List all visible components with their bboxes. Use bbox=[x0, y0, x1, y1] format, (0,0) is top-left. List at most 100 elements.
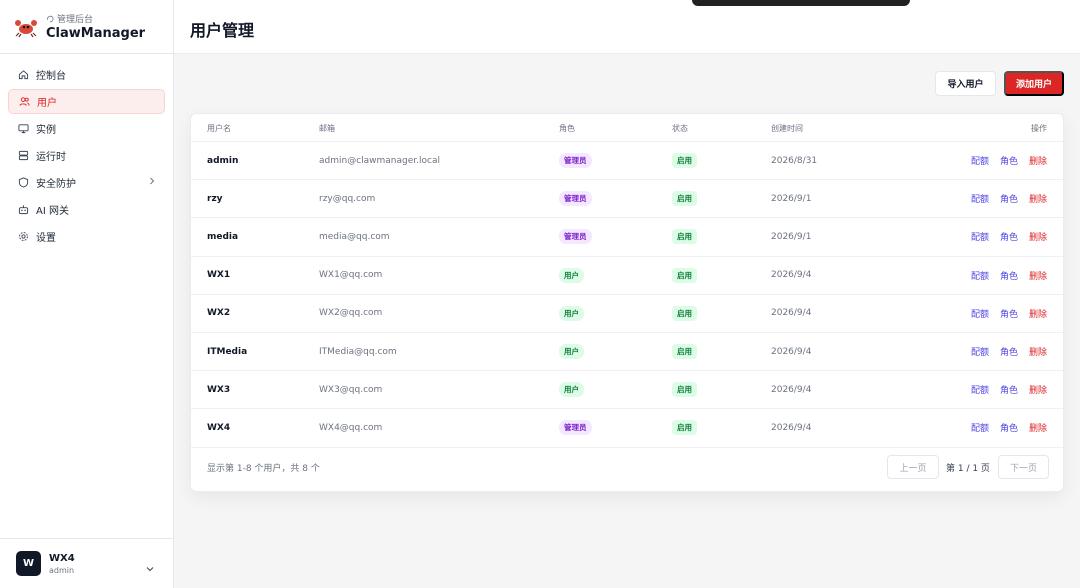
status-badge: 启用 bbox=[672, 267, 697, 283]
delete-link[interactable]: 删除 bbox=[1028, 233, 1047, 244]
delete-link[interactable]: 删除 bbox=[1028, 309, 1047, 320]
add-user-button[interactable]: 添加用户 bbox=[1004, 71, 1064, 96]
row-actions: 配额 角色 删除 bbox=[971, 295, 1047, 332]
role-link[interactable]: 角色 bbox=[999, 386, 1018, 397]
row-role: 用户 bbox=[559, 333, 584, 370]
table-row: WX2 WX2@qq.com 用户 启用 2026/9/4 配额 角色 删除 bbox=[191, 295, 1063, 333]
row-role: 管理员 bbox=[559, 409, 592, 446]
status-badge: 启用 bbox=[672, 305, 697, 321]
role-badge: 用户 bbox=[559, 382, 584, 398]
brand[interactable]: 管理后台 ClawManager bbox=[0, 0, 173, 54]
role-badge: 用户 bbox=[559, 305, 584, 321]
delete-link[interactable]: 删除 bbox=[1028, 348, 1047, 359]
sidebar-item-label: AI 网关 bbox=[36, 206, 69, 217]
monitor-icon bbox=[17, 123, 29, 135]
row-username: admin bbox=[207, 155, 239, 166]
users-icon bbox=[18, 96, 30, 108]
row-email: media@qq.com bbox=[319, 231, 390, 242]
next-page-button[interactable]: 下一页 bbox=[998, 455, 1049, 479]
row-status: 启用 bbox=[672, 257, 697, 294]
row-role: 用户 bbox=[559, 371, 584, 408]
role-link[interactable]: 角色 bbox=[999, 271, 1018, 282]
delete-link[interactable]: 删除 bbox=[1028, 157, 1047, 168]
sidebar-item-dashboard[interactable]: 控制台 bbox=[8, 62, 165, 87]
row-created: 2026/8/31 bbox=[771, 155, 818, 166]
role-badge: 管理员 bbox=[559, 153, 592, 169]
sidebar-item-security[interactable]: 安全防护 bbox=[8, 170, 165, 195]
row-created: 2026/9/4 bbox=[771, 308, 812, 319]
delete-link[interactable]: 删除 bbox=[1028, 386, 1047, 397]
status-badge: 启用 bbox=[672, 420, 697, 436]
quota-link[interactable]: 配额 bbox=[970, 309, 989, 320]
bot-icon bbox=[17, 204, 29, 216]
role-badge: 管理员 bbox=[559, 420, 592, 436]
sidebar-item-label: 用户 bbox=[37, 98, 57, 109]
column-username: 用户名 bbox=[207, 124, 231, 133]
gear-icon bbox=[17, 231, 29, 243]
page-title: 用户管理 bbox=[190, 21, 255, 40]
quota-link[interactable]: 配额 bbox=[970, 157, 989, 168]
crab-logo-icon bbox=[15, 19, 37, 37]
delete-link[interactable]: 删除 bbox=[1028, 271, 1047, 282]
sidebar-item-label: 设置 bbox=[36, 233, 56, 244]
role-link[interactable]: 角色 bbox=[999, 157, 1018, 168]
quota-link[interactable]: 配额 bbox=[970, 348, 989, 359]
role-link[interactable]: 角色 bbox=[999, 309, 1018, 320]
brand-subtitle: 管理后台 bbox=[57, 15, 94, 25]
row-actions: 配额 角色 删除 bbox=[971, 409, 1047, 446]
page-header: 用户管理 bbox=[174, 0, 1080, 54]
table-footer: 显示第 1-8 个用户，共 8 个 上一页 第 1 / 1 页 下一页 bbox=[191, 443, 1063, 491]
role-badge: 管理员 bbox=[559, 191, 592, 207]
role-link[interactable]: 角色 bbox=[999, 424, 1018, 435]
table-row: WX3 WX3@qq.com 用户 启用 2026/9/4 配额 角色 删除 bbox=[191, 371, 1063, 410]
row-username: rzy bbox=[207, 193, 223, 204]
row-status: 启用 bbox=[672, 371, 697, 408]
row-actions: 配额 角色 删除 bbox=[971, 371, 1047, 408]
import-users-button[interactable]: 导入用户 bbox=[935, 71, 996, 96]
row-username: WX4 bbox=[207, 422, 231, 433]
row-status: 启用 bbox=[672, 142, 697, 179]
quota-link[interactable]: 配额 bbox=[970, 424, 989, 435]
table-row: admin admin@clawmanager.local 管理员 启用 2026/8/… bbox=[191, 142, 1063, 181]
delete-link[interactable]: 删除 bbox=[1028, 195, 1047, 206]
prev-page-button[interactable]: 上一页 bbox=[887, 455, 939, 479]
chevron-down-icon bbox=[145, 558, 155, 577]
table-row: ITMedia ITMedia@qq.com 用户 启用 2026/9/4 配额 角色 删除 bbox=[191, 333, 1063, 372]
quota-link[interactable]: 配额 bbox=[970, 386, 989, 397]
role-badge: 管理员 bbox=[559, 229, 592, 245]
user-menu[interactable]: W WX4 admin bbox=[0, 538, 173, 588]
home-icon bbox=[17, 69, 29, 81]
row-status: 启用 bbox=[672, 218, 697, 255]
delete-link[interactable]: 删除 bbox=[1028, 424, 1047, 435]
row-actions: 配额 角色 删除 bbox=[971, 257, 1047, 294]
table-body: admin admin@clawmanager.local 管理员 启用 2026/8/… bbox=[191, 142, 1063, 448]
column-email: 邮箱 bbox=[319, 124, 335, 133]
role-link[interactable]: 角色 bbox=[999, 195, 1018, 206]
row-role: 用户 bbox=[559, 257, 584, 294]
role-badge: 用户 bbox=[559, 344, 584, 360]
pagination-summary: 显示第 1-8 个用户，共 8 个 bbox=[207, 464, 320, 474]
row-created: 2026/9/4 bbox=[771, 346, 812, 357]
chevron-right-icon bbox=[148, 176, 156, 189]
quota-link[interactable]: 配额 bbox=[970, 195, 989, 206]
sidebar-item-settings[interactable]: 设置 bbox=[8, 224, 165, 249]
sidebar-item-instances[interactable]: 实例 bbox=[8, 116, 165, 141]
row-status: 启用 bbox=[672, 409, 697, 446]
sidebar-item-users[interactable]: 用户 bbox=[8, 89, 165, 114]
sidebar-item-ai-gateway[interactable]: AI 网关 bbox=[8, 197, 165, 222]
row-email: WX4@qq.com bbox=[319, 422, 383, 433]
role-link[interactable]: 角色 bbox=[999, 233, 1018, 244]
row-email: WX1@qq.com bbox=[319, 270, 383, 281]
sidebar-item-runtime[interactable]: 运行时 bbox=[8, 143, 165, 168]
column-actions: 操作 bbox=[1031, 124, 1047, 133]
row-actions: 配额 角色 删除 bbox=[971, 218, 1047, 255]
table-row: WX1 WX1@qq.com 用户 启用 2026/9/4 配额 角色 删除 bbox=[191, 257, 1063, 295]
table-row: WX4 WX4@qq.com 管理员 启用 2026/9/4 配额 角色 删除 bbox=[191, 409, 1063, 448]
quota-link[interactable]: 配额 bbox=[970, 233, 989, 244]
row-username: media bbox=[207, 231, 239, 242]
role-link[interactable]: 角色 bbox=[999, 348, 1018, 359]
quota-link[interactable]: 配额 bbox=[970, 271, 989, 282]
server-icon bbox=[17, 150, 29, 162]
sidebar-item-label: 实例 bbox=[36, 125, 56, 136]
table-row: media media@qq.com 管理员 启用 2026/9/1 配额 角色 删除 bbox=[191, 218, 1063, 257]
